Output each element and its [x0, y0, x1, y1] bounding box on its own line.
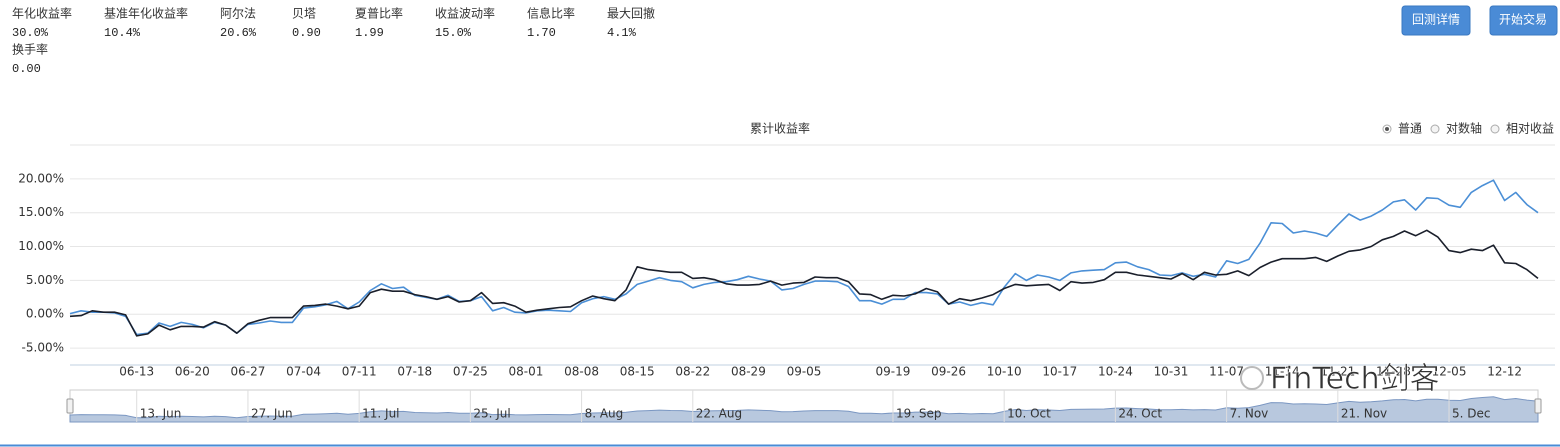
x-tick-label: 06-13: [119, 365, 154, 379]
button-label: 开始交易: [1499, 12, 1547, 27]
stat-label: 基准年化收益率: [104, 6, 188, 21]
radio-label: 相对收益: [1506, 122, 1554, 136]
x-tick-label: 11-07: [1209, 365, 1244, 379]
x-tick-label: 07-04: [286, 365, 321, 379]
y-tick-label: 0.00%: [26, 307, 64, 321]
stat-value: 1.70: [527, 26, 556, 40]
stat-value: 10.4%: [104, 26, 141, 40]
y-tick-label: 10.00%: [18, 239, 64, 253]
stat-label: 收益波动率: [435, 6, 495, 21]
navigator-label: 5. Dec: [1452, 407, 1490, 421]
button-bg: [1401, 5, 1471, 36]
stat-value: 20.6%: [220, 26, 257, 40]
watermark-icon: [1240, 366, 1264, 390]
stat-value: 30.0%: [12, 26, 49, 40]
navigator-handle[interactable]: [66, 398, 74, 414]
button-bg: [1489, 5, 1558, 36]
x-tick-label: 10-17: [1042, 365, 1077, 379]
x-tick-label: 12-12: [1487, 365, 1522, 379]
x-tick-label: 08-01: [509, 365, 544, 379]
radio-option[interactable]: 相对收益: [1490, 122, 1554, 136]
navigator-label: 8. Aug: [585, 407, 624, 421]
x-tick-label: 11-14: [1265, 365, 1300, 379]
y-tick-label: 20.00%: [18, 171, 64, 185]
stat-label: 换手率: [12, 42, 48, 57]
navigator-label: 19. Sep: [896, 407, 942, 421]
navigator-label: 13. Jun: [140, 407, 182, 421]
x-tick-label: 12-05: [1432, 365, 1467, 379]
radio: [1430, 124, 1440, 134]
navigator-label: 24. Oct: [1118, 407, 1162, 421]
x-tick-label: 08-08: [564, 365, 599, 379]
x-tick-label: 06-20: [175, 365, 210, 379]
radio-label: 普通: [1398, 122, 1422, 136]
stat-label: 年化收益率: [12, 6, 72, 21]
x-tick-label: 10-10: [987, 365, 1022, 379]
navigator-label: 7. Nov: [1230, 407, 1269, 421]
stat-label: 信息比率: [527, 6, 575, 21]
stat-value: 0.90: [292, 26, 321, 40]
radio: [1490, 124, 1500, 134]
navigator-handle[interactable]: [1534, 398, 1542, 414]
x-tick-label: 07-25: [453, 365, 488, 379]
x-tick-label: 09-26: [931, 365, 966, 379]
x-tick-label: 11-21: [1320, 365, 1355, 379]
button[interactable]: 开始交易: [1489, 5, 1558, 36]
navigator-area: [69, 396, 1539, 423]
radio-label: 对数轴: [1446, 121, 1482, 136]
x-tick-label: 11-28: [1376, 365, 1411, 379]
series-line: [69, 229, 1539, 337]
navigator-label: 25. Jul: [473, 407, 510, 421]
x-tick-label: 06-27: [231, 365, 266, 379]
stat-value: 1.99: [355, 26, 384, 40]
navigator-label: 27. Jun: [251, 407, 293, 421]
x-tick-label: 09-19: [876, 365, 911, 379]
x-tick-label: 09-05: [787, 365, 822, 379]
y-tick-label: 5.00%: [26, 273, 64, 287]
x-tick-label: 07-18: [397, 365, 432, 379]
x-tick-label: 08-29: [731, 365, 766, 379]
radio-option[interactable]: 普通: [1382, 122, 1422, 136]
button[interactable]: 回测详情: [1401, 5, 1471, 36]
radio-option[interactable]: 对数轴: [1430, 121, 1482, 136]
stat-label: 最大回撤: [607, 6, 655, 21]
radio-dot: [1385, 127, 1389, 131]
x-tick-label: 10-24: [1098, 365, 1133, 379]
stat-value: 0.00: [12, 62, 41, 76]
y-tick-label: -5.00%: [22, 341, 64, 355]
stat-label: 阿尔法: [220, 6, 256, 21]
stat-value: 4.1%: [607, 26, 637, 40]
chart-title: 累计收益率: [750, 121, 810, 136]
navigator-label: 11. Jul: [362, 407, 399, 421]
stat-value: 15.0%: [435, 26, 472, 40]
stat-label: 夏普比率: [355, 6, 403, 21]
navigator-label: 10. Oct: [1007, 407, 1051, 421]
watermark: FinTech剑客: [1270, 362, 1440, 397]
x-tick-label: 08-15: [620, 365, 655, 379]
y-tick-label: 15.00%: [18, 205, 64, 219]
series-line: [69, 179, 1539, 336]
x-tick-label: 08-22: [675, 365, 710, 379]
button-label: 回测详情: [1412, 12, 1460, 27]
navigator-label: 21. Nov: [1341, 407, 1387, 421]
x-tick-label: 10-31: [1154, 365, 1189, 379]
stat-label: 贝塔: [292, 7, 316, 21]
navigator-label: 22. Aug: [696, 407, 742, 421]
x-tick-label: 07-11: [342, 365, 377, 379]
